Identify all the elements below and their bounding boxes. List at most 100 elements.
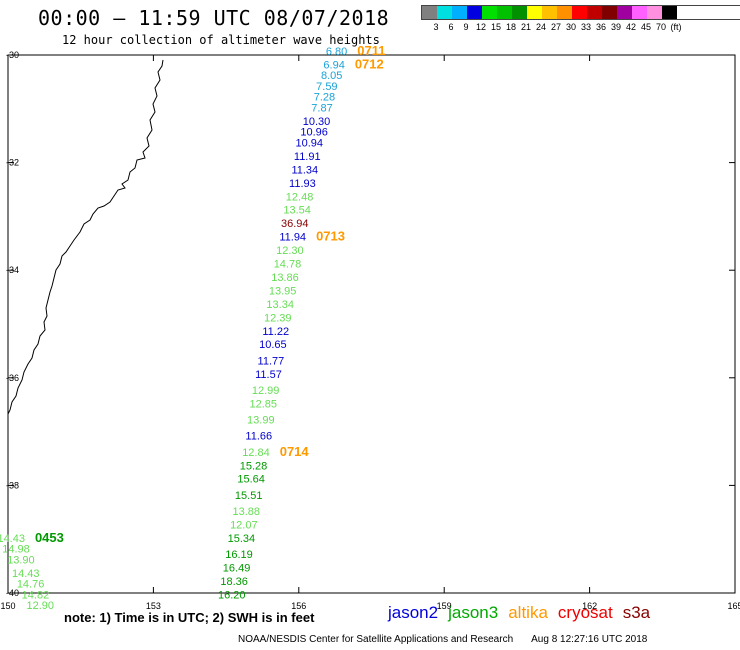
- lat-tick-label: -34: [6, 265, 19, 275]
- wave-height-value: 14.98: [2, 544, 30, 556]
- wave-height-value: 8.05: [321, 70, 342, 82]
- scale-tick-label: 21: [520, 22, 532, 32]
- scale-tick-label: 42: [625, 22, 637, 32]
- wave-height-value: 12.84: [242, 447, 270, 459]
- scale-tick-label: (ft): [670, 22, 682, 32]
- wave-height-value: 15.51: [235, 490, 263, 502]
- pass-time-label: 0714: [280, 444, 310, 459]
- wave-height-value: 15.34: [228, 533, 256, 545]
- scale-swatch: [632, 6, 647, 19]
- wave-height-value: 14.78: [274, 259, 302, 271]
- scale-swatch: [587, 6, 602, 19]
- wave-height-value: 16.49: [223, 562, 251, 574]
- scale-tick-label: 27: [550, 22, 562, 32]
- wave-height-value: 36.94: [281, 218, 309, 230]
- scale-tick-label: 30: [565, 22, 577, 32]
- scale-swatch: [557, 6, 572, 19]
- scale-tick-label: 24: [535, 22, 547, 32]
- footer-note: note: 1) Time is in UTC; 2) SWH is in fe…: [64, 610, 315, 625]
- scale-swatch: [467, 6, 482, 19]
- scale-tick-label: 15: [490, 22, 502, 32]
- wave-height-value: 11.93: [289, 178, 316, 190]
- lon-tick-label: 159: [437, 601, 452, 611]
- pass-time-label: 0453: [35, 530, 64, 545]
- wave-height-value: 12.90: [27, 600, 55, 612]
- wave-height-value: 12.85: [249, 398, 277, 410]
- scale-swatch: [497, 6, 512, 19]
- scale-tick-label: 36: [595, 22, 607, 32]
- scale-tick-label: 39: [610, 22, 622, 32]
- wave-height-value: 13.86: [271, 272, 299, 284]
- map-grid: 150 153 156 159 162 165 -30 -32 -34 -36 -38 -40: [0, 50, 740, 611]
- wave-height-value: 11.66: [245, 431, 272, 443]
- wave-height-value: 6.94: [323, 59, 344, 71]
- wave-height-value: 14.43: [12, 568, 40, 580]
- wave-height-value: 10.65: [259, 339, 287, 351]
- scale-tick-label: 18: [505, 22, 517, 32]
- wave-height-value: 7.87: [311, 102, 332, 114]
- wave-height-value: 13.99: [247, 415, 275, 427]
- wave-height-value: 13.95: [269, 285, 297, 297]
- wave-height-value: 11.77: [258, 355, 285, 367]
- lat-tick-label: -32: [6, 158, 19, 168]
- wave-height-value: 11.34: [291, 164, 318, 176]
- scale-swatch: [512, 6, 527, 19]
- pass-time-label: 0713: [316, 229, 345, 244]
- wave-height-value: 13.88: [232, 506, 260, 518]
- wave-height-value: 12.07: [230, 519, 258, 531]
- credit-line: NOAA/NESDIS Center for Satellite Applica…: [238, 634, 647, 645]
- color-scale-swatches: [421, 5, 740, 20]
- wave-height-value: 12.39: [264, 312, 292, 324]
- pass-time-label: 0711: [357, 43, 385, 58]
- wave-height-value: 6.80: [326, 46, 347, 58]
- scale-swatch: [617, 6, 632, 19]
- lat-tick-label: -38: [6, 480, 19, 490]
- wave-height-value: 16.19: [225, 549, 253, 561]
- scale-swatch: [662, 6, 677, 19]
- wave-height-value: 11.94: [279, 232, 306, 244]
- lon-tick-label: 156: [291, 601, 306, 611]
- wave-height-value: 16.20: [218, 589, 246, 601]
- wave-height-value: 7.59: [316, 81, 337, 93]
- wave-height-value: 13.90: [7, 554, 35, 566]
- scale-tick-label: 3: [433, 22, 439, 32]
- scale-swatch: [452, 6, 467, 19]
- satellite-legend: jason2 jason3 altika cryosat s3a: [388, 603, 660, 623]
- lon-tick-label: 162: [582, 601, 597, 611]
- wave-height-value: 12.48: [286, 191, 314, 203]
- legend-jason2: jason2: [388, 603, 439, 622]
- page-subtitle: 12 hour collection of altimeter wave hei…: [62, 33, 380, 47]
- lon-tick-label: 153: [146, 601, 161, 611]
- credit-text: NOAA/NESDIS Center for Satellite Applica…: [238, 634, 514, 645]
- wave-height-value: 14.82: [22, 589, 50, 601]
- wave-height-value: 7.28: [314, 92, 335, 104]
- legend-altika: altika: [508, 603, 548, 622]
- wave-height-value: 11.57: [255, 369, 282, 381]
- color-scale: 3 6 9 12 15 18 21 24 27 30 33 36 39 42 45 70 (ft): [421, 5, 740, 34]
- scale-swatch: [437, 6, 452, 19]
- scale-tick-label: 6: [448, 22, 454, 32]
- lon-tick-label: 165: [727, 601, 740, 611]
- scale-tick-label: 45: [640, 22, 652, 32]
- wave-height-value: 14.43: [0, 533, 25, 545]
- scale-swatch: [602, 6, 617, 19]
- scale-tick-label: 70: [655, 22, 667, 32]
- wave-height-value: 13.34: [266, 299, 294, 311]
- map-frame: [7, 54, 736, 594]
- legend-cryosat: cryosat: [557, 603, 613, 622]
- page-title: 00:00 – 11:59 UTC 08/07/2018: [38, 6, 390, 30]
- wave-height-value: 11.91: [294, 151, 321, 163]
- pass-time-label: 0712: [355, 56, 384, 71]
- lat-tick-label: -36: [6, 373, 19, 383]
- wave-height-value: 18.36: [220, 576, 248, 588]
- wave-height-value: 11.22: [262, 326, 289, 338]
- scale-swatch: [422, 6, 437, 19]
- scale-tick-label: 9: [463, 22, 469, 32]
- wave-height-value: 10.94: [296, 137, 324, 149]
- scale-swatch: [527, 6, 542, 19]
- wave-height-value: 14.76: [17, 579, 45, 591]
- coastline: [7, 59, 164, 415]
- lat-tick-label: -30: [6, 50, 19, 60]
- color-scale-ticks: 3 6 9 12 15 18 21 24 27 30 33 36 39 42 45 70 (ft): [421, 20, 740, 34]
